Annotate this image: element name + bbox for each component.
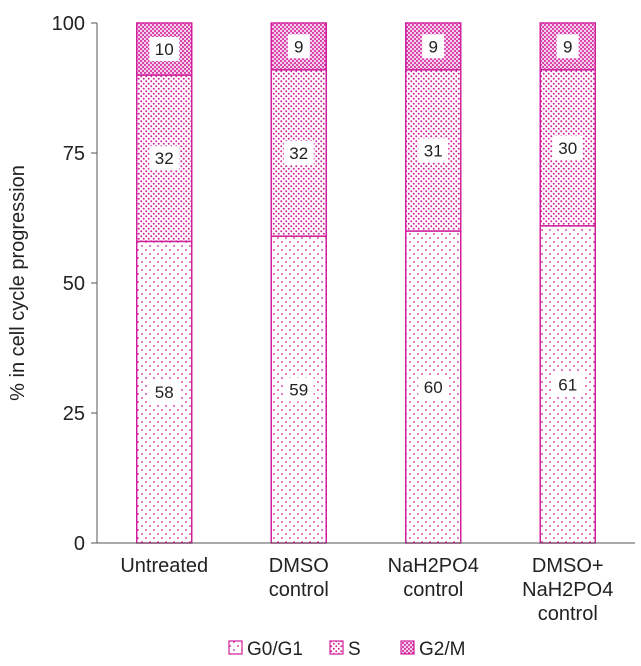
data-label: 32 — [155, 149, 174, 168]
x-tick-label-line: DMSO+ — [532, 555, 604, 577]
data-label: 9 — [563, 37, 572, 56]
legend-label: S — [348, 639, 361, 660]
data-label: 10 — [155, 40, 174, 59]
y-tick-label: 0 — [74, 533, 85, 555]
data-label-bg — [149, 37, 180, 61]
legend-label: G2/M — [419, 639, 465, 660]
data-label: 61 — [558, 375, 577, 394]
y-tick-label: 100 — [52, 13, 85, 35]
legend: G0/G1 S G2/M — [228, 639, 465, 660]
data-label: 60 — [424, 378, 443, 397]
data-label-bg — [149, 380, 180, 405]
y-tick-label: 25 — [63, 403, 85, 425]
x-tick-label-line: control — [269, 579, 329, 601]
data-label: 31 — [424, 141, 443, 160]
data-label-bg — [287, 34, 310, 59]
data-label-bg — [283, 141, 314, 165]
legend-swatch — [400, 640, 415, 655]
y-axis-ticks: 0 25 50 75 100 — [52, 13, 97, 555]
data-label: 59 — [289, 381, 308, 400]
x-tick-label-line: DMSO — [269, 555, 329, 577]
data-label-bg — [418, 138, 449, 163]
x-tick-label: Untreated — [120, 555, 208, 577]
data-label-bg — [422, 34, 445, 59]
data-label-bg — [552, 135, 583, 160]
x-tick-label-line: Untreated — [120, 555, 208, 577]
legend-swatch — [228, 640, 243, 655]
x-tick-label: DMSO control — [269, 555, 329, 601]
x-tick-label: DMSO+ NaH2PO4 control — [522, 555, 613, 625]
data-label-bg — [418, 375, 449, 399]
data-label: 58 — [155, 383, 174, 402]
data-label: 32 — [289, 144, 308, 163]
data-label: 9 — [294, 37, 303, 56]
x-tick-label-line: NaH2PO4 — [388, 555, 479, 577]
x-tick-label-line: NaH2PO4 — [522, 579, 613, 601]
legend-label: G0/G1 — [247, 639, 303, 660]
legend-swatch — [329, 640, 344, 655]
bars-group: 58 32 10 59 32 9 60 31 9 61 30 9 — [136, 22, 596, 544]
x-tick-label: NaH2PO4 control — [388, 555, 479, 601]
data-label-bg — [556, 34, 579, 59]
x-tick-label-line: control — [538, 603, 598, 625]
data-label: 30 — [558, 139, 577, 158]
y-axis-label: % in cell cycle progression — [7, 165, 29, 401]
x-tick-label-line: control — [403, 579, 463, 601]
data-label-bg — [283, 377, 314, 402]
data-label-bg — [552, 372, 583, 397]
y-tick-label: 75 — [63, 143, 85, 165]
y-tick-label: 50 — [63, 273, 85, 295]
data-label-bg — [149, 146, 180, 171]
data-label: 9 — [429, 37, 438, 56]
